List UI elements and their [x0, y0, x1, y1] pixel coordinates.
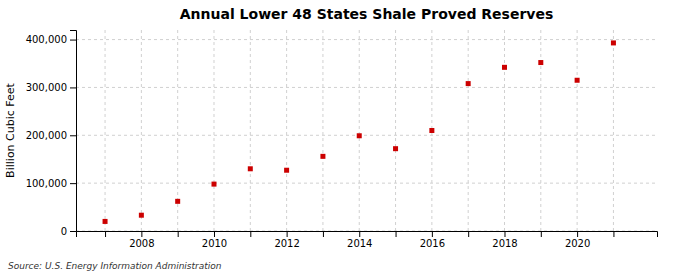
chart: 2008 2010 2012 2014 2016 2018 2020 0 100,000 200,… [0, 0, 675, 275]
x-tick-mark [613, 231, 614, 237]
x-tick: 2018 [492, 231, 517, 249]
point [248, 166, 253, 171]
x-tick-mark [468, 231, 469, 237]
x-axis-line [77, 232, 658, 238]
x-tick-mark [359, 231, 360, 237]
y-axis-line [70, 31, 77, 232]
point [103, 219, 108, 224]
x-tick: 2020 [565, 231, 590, 249]
x-tick-mark [250, 231, 251, 237]
x-tick [468, 231, 469, 237]
x-tick-label: 2016 [420, 238, 445, 249]
x-tick: 2010 [202, 231, 227, 249]
x-grid-line [395, 30, 396, 231]
x-axis: 2008 2010 2012 2014 2016 2018 2020 [77, 231, 658, 249]
point [429, 128, 434, 133]
point [211, 182, 216, 187]
x-tick: 2012 [274, 231, 299, 249]
chart-container: 2008 2010 2012 2014 2016 2018 2020 0 100,000 200,… [0, 0, 675, 275]
x-tick-mark [432, 231, 433, 237]
x-grid-line [468, 30, 469, 231]
x-grid-line [213, 30, 214, 231]
y-tick: 400,000 [26, 34, 76, 45]
x-tick-mark [105, 231, 106, 237]
y-tick-label: 300,000 [26, 82, 67, 93]
x-tick-mark [287, 231, 288, 237]
x-tick-mark [577, 231, 578, 237]
point [611, 40, 616, 45]
point [320, 154, 325, 159]
x-tick-label: 2014 [347, 238, 372, 249]
y-grid-line [76, 39, 657, 40]
y-tick-label: 400,000 [26, 34, 67, 45]
x-grid-line [105, 30, 106, 231]
x-grid-line [322, 30, 323, 231]
y-grid-line [76, 135, 657, 136]
x-tick: 2016 [420, 231, 445, 249]
y-axis: 0 100,000 200,000 300,000 400,000 [26, 31, 77, 237]
y-tick: 300,000 [26, 82, 76, 93]
x-grid-line [141, 30, 142, 231]
x-tick [613, 231, 614, 237]
x-grid-line [504, 30, 505, 231]
title: Annual Lower 48 States Shale Proved Rese… [180, 6, 554, 22]
y-tick-mark [70, 231, 76, 232]
point [575, 78, 580, 83]
x-tick: 2008 [129, 231, 154, 249]
y-tick-label: 100,000 [26, 178, 67, 189]
x-tick-mark [141, 231, 142, 237]
x-grid-line [359, 30, 360, 231]
x-grid-line [250, 30, 251, 231]
y-grid-line [76, 183, 657, 184]
x-tick-label: 2020 [565, 238, 590, 249]
point [538, 60, 543, 65]
x-tick: 2014 [347, 231, 372, 249]
y-tick-mark [70, 87, 76, 88]
x-tick [541, 231, 542, 237]
y-axis-title: Billion Cubic Feet [4, 82, 17, 177]
point [393, 146, 398, 151]
x-tick-mark [541, 231, 542, 237]
plot-area: 2008 2010 2012 2014 2016 2018 2020 0 100,000 200,… [26, 30, 658, 249]
x-grid-line [286, 30, 287, 231]
y-tick-label: 200,000 [26, 130, 67, 141]
y-tick: 0 [61, 226, 76, 237]
x-grid-line [577, 30, 578, 231]
x-tick-label: 2012 [274, 238, 299, 249]
x-tick-label: 2008 [129, 238, 154, 249]
x-tick-mark [504, 231, 505, 237]
y-grid-line [76, 87, 657, 88]
point [175, 199, 180, 204]
y-tick-label: 0 [61, 226, 67, 237]
y-tick-mark [70, 183, 76, 184]
x-tick-mark [178, 231, 179, 237]
x-tick [178, 231, 179, 237]
point [139, 213, 144, 218]
x-tick [323, 231, 324, 237]
x-tick [105, 231, 106, 237]
x-tick-label: 2018 [492, 238, 517, 249]
points [103, 40, 616, 224]
y-tick-mark [70, 135, 76, 136]
x-tick-label: 2010 [202, 238, 227, 249]
x-tick-mark [323, 231, 324, 237]
point [502, 65, 507, 70]
y-tick: 200,000 [26, 130, 76, 141]
x-tick-mark [396, 231, 397, 237]
x-grid-line [613, 30, 614, 231]
point [357, 133, 362, 138]
annotation: Source: U.S. Energy Information Administ… [8, 261, 222, 271]
y-tick: 100,000 [26, 178, 76, 189]
x-tick [396, 231, 397, 237]
grid [76, 30, 657, 231]
x-tick-mark [214, 231, 215, 237]
x-tick [250, 231, 251, 237]
point [284, 168, 289, 173]
point [466, 81, 471, 86]
y-tick-mark [70, 40, 76, 41]
